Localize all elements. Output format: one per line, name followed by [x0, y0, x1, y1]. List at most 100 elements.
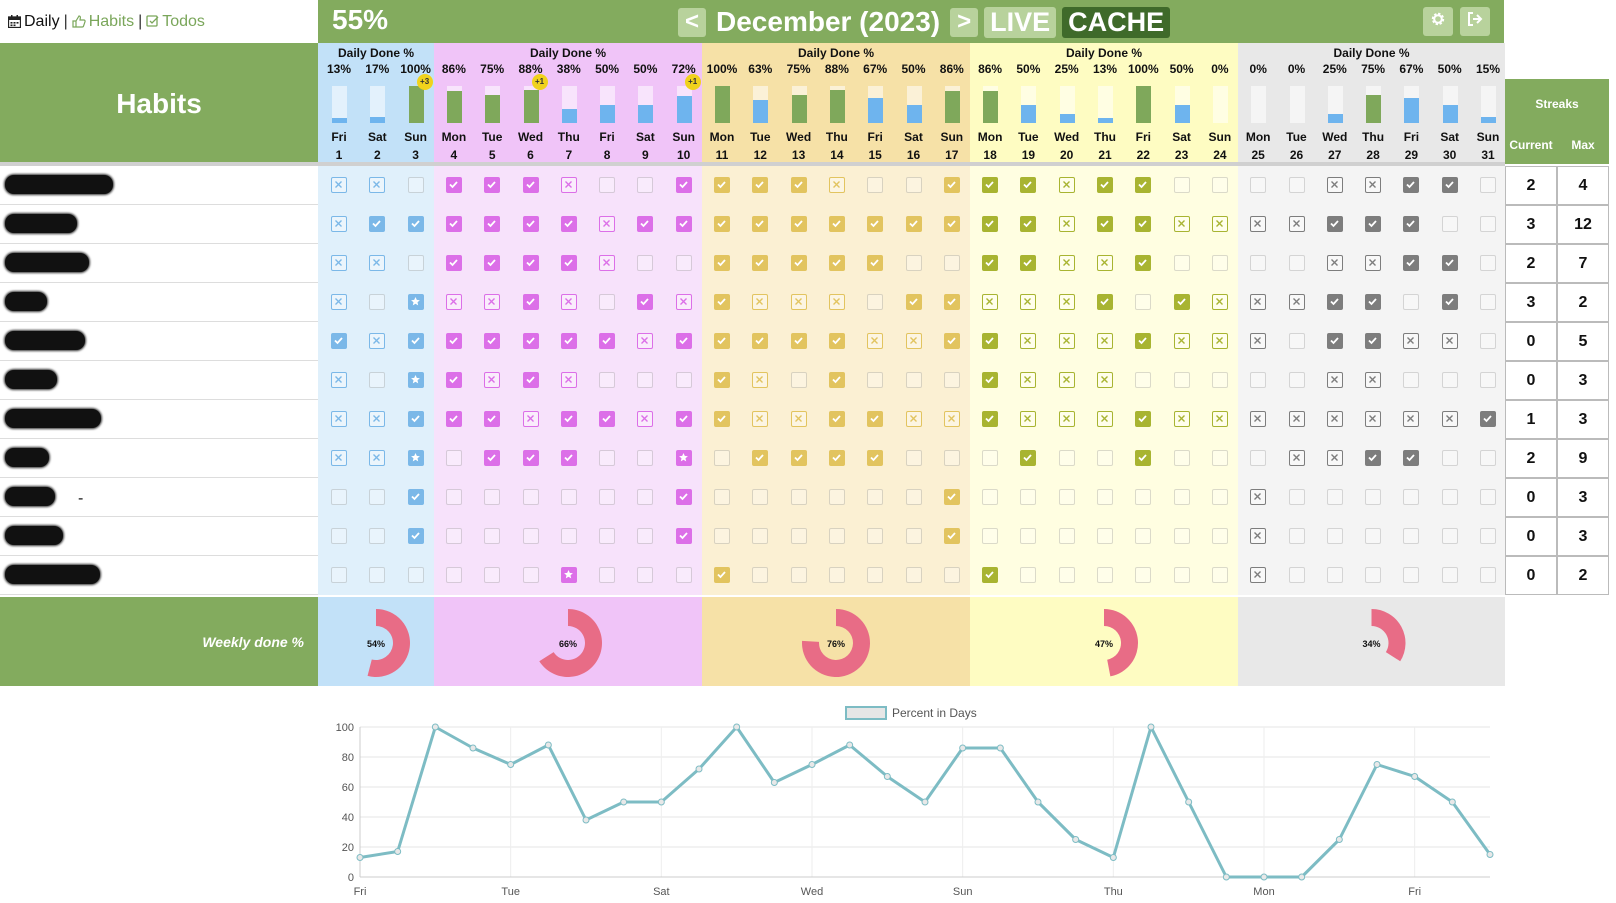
skipped-checkbox[interactable]: [1365, 372, 1382, 388]
checked-checkbox[interactable]: [445, 177, 462, 193]
empty-checkbox[interactable]: [1173, 567, 1190, 583]
checked-checkbox[interactable]: [675, 216, 692, 232]
empty-checkbox[interactable]: [1250, 177, 1267, 193]
checked-checkbox[interactable]: [982, 411, 999, 427]
skipped-checkbox[interactable]: [1250, 216, 1267, 232]
skipped-checkbox[interactable]: [1250, 294, 1267, 310]
empty-checkbox[interactable]: [445, 567, 462, 583]
checked-checkbox[interactable]: [560, 450, 577, 466]
skipped-checkbox[interactable]: [331, 255, 347, 271]
empty-checkbox[interactable]: [1211, 489, 1228, 505]
empty-checkbox[interactable]: [1173, 255, 1190, 271]
checked-checkbox[interactable]: [560, 255, 577, 271]
checked-checkbox[interactable]: [445, 216, 462, 232]
checked-checkbox[interactable]: [560, 216, 577, 232]
empty-checkbox[interactable]: [1097, 567, 1113, 583]
checked-checkbox[interactable]: [828, 216, 845, 232]
skipped-checkbox[interactable]: [1211, 411, 1228, 427]
checked-checkbox[interactable]: [522, 216, 539, 232]
empty-checkbox[interactable]: [1097, 528, 1113, 544]
skipped-checkbox[interactable]: [1058, 372, 1075, 388]
skipped-checkbox[interactable]: [905, 411, 922, 427]
checked-checkbox[interactable]: [599, 411, 616, 427]
skipped-checkbox[interactable]: [1326, 411, 1343, 427]
star-checkbox[interactable]: [675, 450, 692, 466]
checked-checkbox[interactable]: [1441, 294, 1458, 310]
checked-checkbox[interactable]: [1403, 255, 1420, 271]
skipped-checkbox[interactable]: [331, 177, 347, 193]
checked-checkbox[interactable]: [331, 333, 347, 349]
checked-checkbox[interactable]: [1020, 450, 1037, 466]
skipped-checkbox[interactable]: [331, 411, 347, 427]
empty-checkbox[interactable]: [369, 528, 386, 544]
nav-todos-link[interactable]: Todos: [162, 12, 205, 30]
empty-checkbox[interactable]: [1058, 528, 1075, 544]
empty-checkbox[interactable]: [905, 372, 922, 388]
skipped-checkbox[interactable]: [1250, 333, 1267, 349]
empty-checkbox[interactable]: [1173, 177, 1190, 193]
empty-checkbox[interactable]: [1480, 255, 1496, 271]
empty-checkbox[interactable]: [905, 489, 922, 505]
checked-checkbox[interactable]: [637, 294, 654, 310]
empty-checkbox[interactable]: [1480, 567, 1496, 583]
checked-checkbox[interactable]: [407, 528, 424, 544]
star-checkbox[interactable]: [407, 372, 424, 388]
checked-checkbox[interactable]: [1480, 411, 1496, 427]
empty-checkbox[interactable]: [1365, 528, 1382, 544]
empty-checkbox[interactable]: [1211, 177, 1228, 193]
checked-checkbox[interactable]: [637, 216, 654, 232]
empty-checkbox[interactable]: [867, 567, 884, 583]
empty-checkbox[interactable]: [331, 567, 347, 583]
skipped-checkbox[interactable]: [943, 411, 960, 427]
checked-checkbox[interactable]: [1135, 216, 1152, 232]
empty-checkbox[interactable]: [1135, 372, 1152, 388]
skipped-checkbox[interactable]: [369, 450, 386, 466]
checked-checkbox[interactable]: [1097, 294, 1113, 310]
empty-checkbox[interactable]: [1403, 567, 1420, 583]
checked-checkbox[interactable]: [1403, 177, 1420, 193]
skipped-checkbox[interactable]: [1250, 528, 1267, 544]
checked-checkbox[interactable]: [867, 411, 884, 427]
skipped-checkbox[interactable]: [445, 294, 462, 310]
checked-checkbox[interactable]: [369, 216, 386, 232]
star-checkbox[interactable]: [407, 450, 424, 466]
checked-checkbox[interactable]: [714, 255, 730, 271]
empty-checkbox[interactable]: [331, 489, 347, 505]
empty-checkbox[interactable]: [675, 372, 692, 388]
checked-checkbox[interactable]: [714, 567, 730, 583]
checked-checkbox[interactable]: [982, 255, 999, 271]
checked-checkbox[interactable]: [1365, 333, 1382, 349]
checked-checkbox[interactable]: [752, 333, 769, 349]
checked-checkbox[interactable]: [522, 333, 539, 349]
skipped-checkbox[interactable]: [560, 177, 577, 193]
checked-checkbox[interactable]: [1020, 177, 1037, 193]
empty-checkbox[interactable]: [484, 528, 501, 544]
empty-checkbox[interactable]: [867, 372, 884, 388]
checked-checkbox[interactable]: [790, 177, 807, 193]
skipped-checkbox[interactable]: [1441, 411, 1458, 427]
empty-checkbox[interactable]: [1288, 489, 1305, 505]
checked-checkbox[interactable]: [982, 333, 999, 349]
skipped-checkbox[interactable]: [560, 372, 577, 388]
empty-checkbox[interactable]: [637, 255, 654, 271]
empty-checkbox[interactable]: [714, 489, 730, 505]
checked-checkbox[interactable]: [828, 450, 845, 466]
empty-checkbox[interactable]: [1480, 177, 1496, 193]
skipped-checkbox[interactable]: [1288, 216, 1305, 232]
checked-checkbox[interactable]: [1097, 177, 1113, 193]
checked-checkbox[interactable]: [407, 411, 424, 427]
star-checkbox[interactable]: [407, 294, 424, 310]
empty-checkbox[interactable]: [752, 528, 769, 544]
empty-checkbox[interactable]: [1441, 528, 1458, 544]
empty-checkbox[interactable]: [1403, 489, 1420, 505]
checked-checkbox[interactable]: [1135, 450, 1152, 466]
empty-checkbox[interactable]: [1211, 528, 1228, 544]
checked-checkbox[interactable]: [867, 255, 884, 271]
checked-checkbox[interactable]: [1365, 450, 1382, 466]
skipped-checkbox[interactable]: [369, 177, 386, 193]
empty-checkbox[interactable]: [943, 372, 960, 388]
empty-checkbox[interactable]: [599, 567, 616, 583]
skipped-checkbox[interactable]: [522, 411, 539, 427]
empty-checkbox[interactable]: [1480, 450, 1496, 466]
checked-checkbox[interactable]: [1365, 216, 1382, 232]
